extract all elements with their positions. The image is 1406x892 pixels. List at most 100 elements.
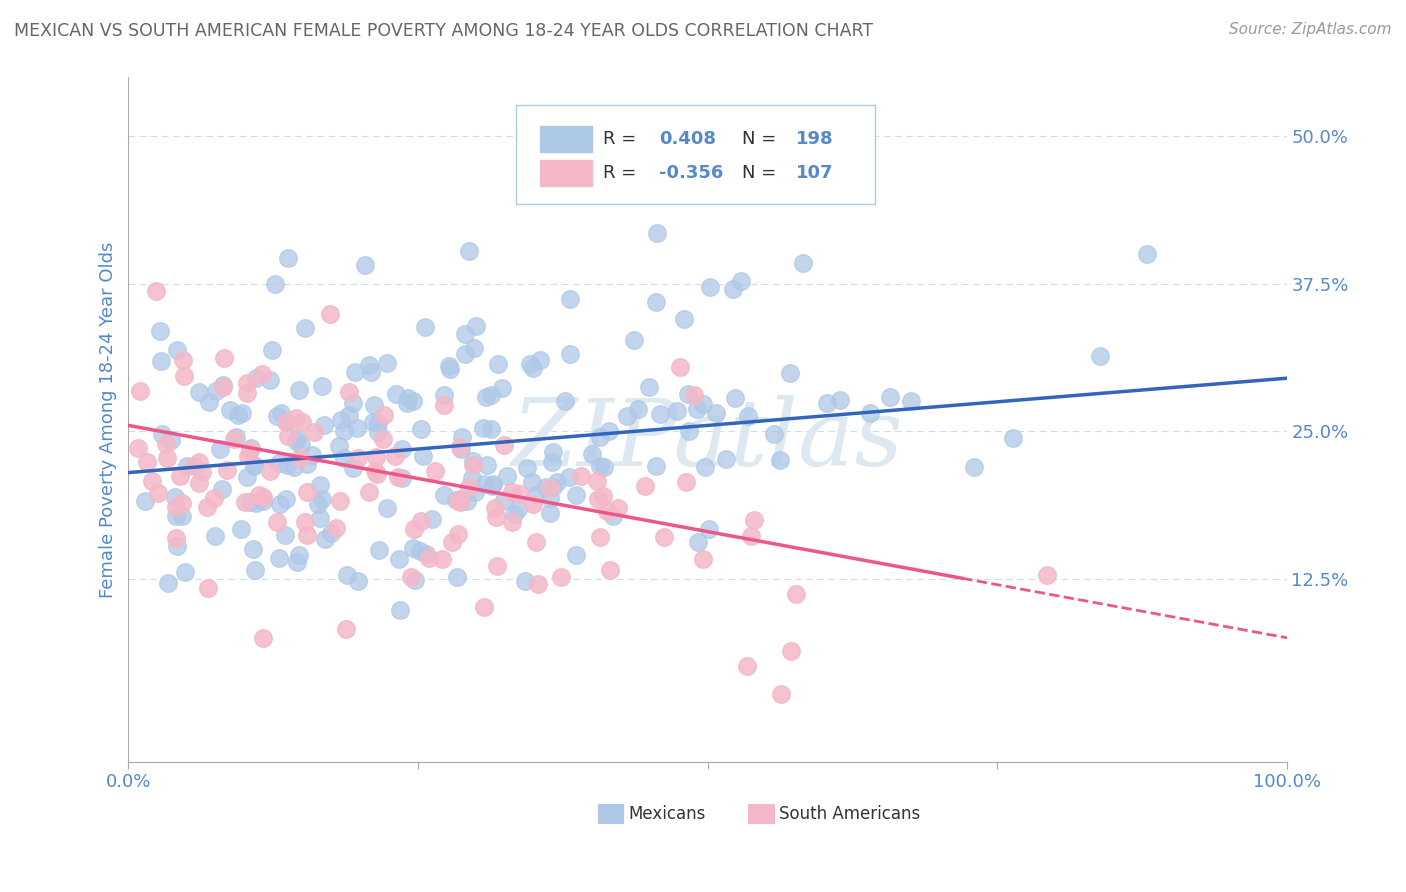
- Point: [586, 491, 609, 506]
- Point: [558, 292, 581, 306]
- Point: [503, 507, 526, 521]
- Point: [165, 531, 187, 545]
- Point: [243, 458, 266, 472]
- Point: [516, 460, 538, 475]
- Point: [433, 387, 456, 401]
- Point: [312, 418, 335, 433]
- Point: [585, 474, 607, 488]
- Point: [785, 586, 807, 600]
- Point: [283, 459, 305, 474]
- Point: [333, 450, 356, 465]
- Point: [309, 478, 332, 492]
- Point: [129, 384, 152, 398]
- Point: [309, 511, 332, 525]
- Point: [245, 370, 267, 384]
- Point: [815, 396, 838, 410]
- Point: [474, 390, 496, 404]
- Point: [449, 494, 471, 508]
- Point: [486, 357, 509, 371]
- Point: [357, 485, 380, 500]
- Point: [270, 406, 292, 420]
- Point: [589, 459, 612, 474]
- Point: [464, 485, 486, 500]
- Point: [173, 369, 195, 384]
- Point: [686, 402, 709, 417]
- Point: [391, 442, 413, 456]
- Point: [721, 282, 744, 296]
- Point: [779, 366, 801, 380]
- Point: [287, 431, 309, 445]
- Point: [554, 393, 576, 408]
- Point: [460, 471, 482, 485]
- Y-axis label: Female Poverty Among 18-24 Year Olds: Female Poverty Among 18-24 Year Olds: [100, 242, 117, 598]
- Point: [571, 468, 593, 483]
- Point: [560, 347, 582, 361]
- Text: MEXICAN VS SOUTH AMERICAN FEMALE POVERTY AMONG 18-24 YEAR OLDS CORRELATION CHART: MEXICAN VS SOUTH AMERICAN FEMALE POVERTY…: [14, 22, 873, 40]
- Point: [465, 318, 488, 333]
- Point: [276, 458, 298, 472]
- Point: [519, 357, 541, 371]
- Point: [1036, 567, 1059, 582]
- Point: [364, 464, 387, 478]
- Point: [391, 471, 413, 485]
- Point: [456, 493, 478, 508]
- Point: [266, 409, 288, 423]
- Point: [399, 570, 422, 584]
- Point: [538, 481, 561, 495]
- Point: [191, 465, 214, 479]
- Text: South Americans: South Americans: [779, 805, 921, 823]
- Point: [259, 464, 281, 478]
- Point: [665, 403, 688, 417]
- Point: [204, 529, 226, 543]
- Point: [415, 547, 437, 561]
- Point: [602, 509, 624, 524]
- Point: [449, 440, 471, 454]
- Point: [295, 528, 318, 542]
- Point: [212, 380, 235, 394]
- Point: [963, 460, 986, 475]
- Point: [169, 468, 191, 483]
- Point: [236, 376, 259, 390]
- Point: [387, 469, 409, 483]
- Bar: [598, 804, 623, 823]
- Text: N =: N =: [742, 130, 782, 148]
- Point: [565, 549, 588, 563]
- Point: [692, 396, 714, 410]
- Point: [197, 581, 219, 595]
- Point: [176, 458, 198, 473]
- Point: [522, 497, 544, 511]
- Point: [337, 408, 360, 422]
- Point: [225, 430, 247, 444]
- Point: [146, 486, 169, 500]
- Point: [243, 563, 266, 577]
- Point: [593, 460, 616, 475]
- Point: [706, 406, 728, 420]
- Point: [396, 391, 419, 405]
- Point: [433, 398, 456, 412]
- Point: [616, 409, 638, 423]
- Point: [494, 438, 516, 452]
- Point: [198, 395, 221, 409]
- Point: [212, 377, 235, 392]
- Point: [266, 515, 288, 529]
- Point: [762, 427, 785, 442]
- Point: [242, 541, 264, 556]
- Point: [1002, 431, 1025, 445]
- Point: [634, 479, 657, 493]
- Point: [187, 455, 209, 469]
- Point: [564, 488, 586, 502]
- Point: [409, 422, 432, 436]
- Point: [360, 366, 382, 380]
- Point: [675, 475, 697, 489]
- Point: [343, 366, 366, 380]
- Point: [156, 450, 179, 465]
- Point: [204, 384, 226, 398]
- Point: [252, 494, 274, 508]
- Point: [319, 525, 342, 540]
- Point: [373, 408, 395, 422]
- Point: [215, 463, 238, 477]
- Point: [540, 455, 562, 469]
- Point: [589, 530, 612, 544]
- Point: [457, 244, 479, 259]
- Point: [673, 312, 696, 326]
